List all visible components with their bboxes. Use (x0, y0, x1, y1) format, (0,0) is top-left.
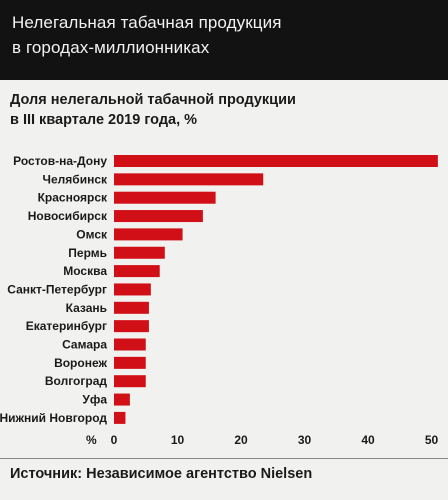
footer-divider (0, 458, 448, 459)
category-label: Челябинск (43, 172, 108, 186)
chart-title-line2: в городах-миллионниках (12, 38, 210, 57)
category-label: Уфа (82, 393, 107, 407)
chart-header: Нелегальная табачная продукция в городах… (0, 0, 448, 80)
bar (114, 228, 183, 241)
category-label: Нижний Новгород (0, 411, 107, 425)
x-axis-label: % (86, 433, 97, 447)
category-label: Самара (62, 338, 107, 352)
category-label: Новосибирск (28, 209, 108, 223)
bar (114, 265, 160, 278)
bar (114, 210, 203, 223)
category-label: Казань (66, 301, 107, 315)
bar (114, 393, 130, 406)
chart-subtitle-line1: Доля нелегальной табачной продукции (10, 92, 296, 108)
bar (114, 320, 149, 333)
category-label: Омск (76, 227, 108, 241)
x-tick-label: 10 (171, 433, 185, 447)
bar (114, 301, 149, 314)
category-label: Ростов-на-Дону (13, 154, 107, 168)
x-tick-label: 0 (111, 433, 118, 447)
category-label: Екатеринбург (26, 319, 107, 333)
source-note: Источник: Независимое агентство Nielsen (10, 466, 313, 482)
bar (114, 375, 146, 388)
bar (114, 283, 151, 296)
category-label: Москва (63, 264, 107, 278)
bar (114, 338, 146, 351)
bar (114, 173, 264, 186)
bar (114, 356, 146, 369)
category-label: Пермь (68, 246, 107, 260)
bar (114, 246, 165, 259)
category-label: Красноярск (38, 191, 108, 205)
chart-subtitle-line2: в III квартале 2019 года, % (10, 112, 198, 128)
x-tick-label: 40 (361, 433, 375, 447)
category-label: Волгоград (45, 374, 107, 388)
bar (114, 411, 126, 424)
category-label: Санкт-Петербург (7, 282, 107, 296)
category-label: Воронеж (54, 356, 107, 370)
x-tick-label: 30 (298, 433, 312, 447)
x-tick-label: 20 (234, 433, 248, 447)
bar (114, 191, 216, 204)
bar (114, 155, 438, 167)
x-tick-label: 50 (425, 433, 439, 447)
chart-title-line1: Нелегальная табачная продукция (12, 13, 282, 32)
